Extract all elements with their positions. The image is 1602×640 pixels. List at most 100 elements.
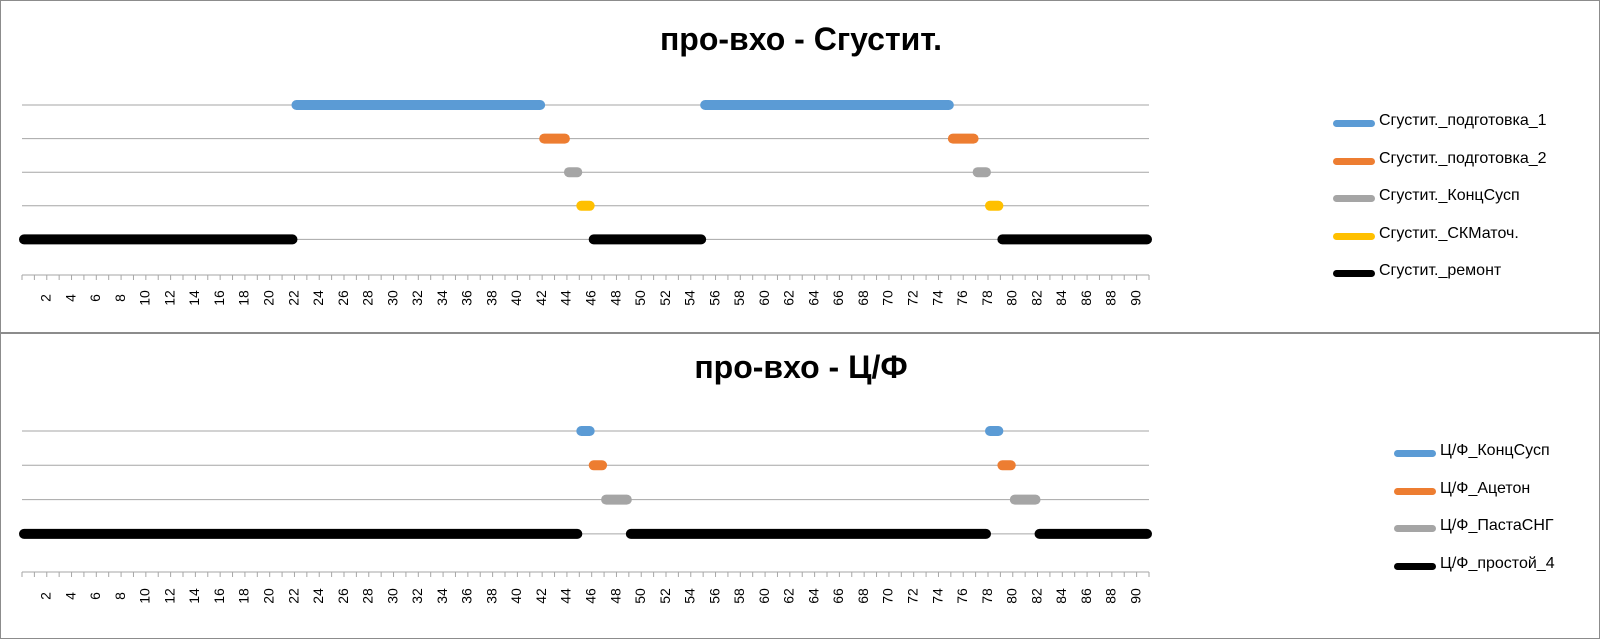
x-tick-label: 34	[434, 290, 450, 306]
x-tick-label: 46	[583, 290, 599, 306]
x-tick-label: 24	[310, 588, 326, 604]
x-tick-label: 78	[979, 290, 995, 306]
legend-label: Ц/Ф_Ацетон	[1440, 479, 1531, 497]
legend-swatch	[1333, 270, 1375, 277]
x-tick-label: 74	[929, 290, 945, 306]
x-tick-label: 28	[360, 290, 376, 306]
x-tick-label: 48	[607, 588, 623, 604]
x-tick-label: 34	[434, 588, 450, 604]
legend-swatch	[1333, 232, 1375, 240]
x-tick-label: 14	[186, 290, 202, 306]
x-tick-label: 84	[1053, 588, 1069, 604]
x-tick-label: 90	[1127, 588, 1143, 604]
x-tick-label: 54	[682, 588, 698, 604]
x-tick-label: 68	[855, 588, 871, 604]
x-tick-label: 70	[880, 588, 896, 604]
legend-swatch	[1394, 562, 1436, 570]
legend-swatch	[1333, 120, 1375, 127]
x-tick-label: 82	[1028, 290, 1044, 306]
x-tick-label: 6	[87, 592, 103, 600]
x-tick-label: 42	[533, 290, 549, 306]
x-tick-label: 64	[805, 290, 821, 306]
x-tick-label: 40	[508, 290, 524, 306]
x-tick-label: 26	[335, 588, 351, 604]
x-tick-label: 76	[954, 588, 970, 604]
x-tick-label: 50	[632, 290, 648, 306]
x-tick-label: 60	[756, 290, 772, 306]
x-tick-label: 82	[1028, 588, 1044, 604]
x-tick-label: 64	[805, 588, 821, 604]
x-tick-label: 88	[1103, 588, 1119, 604]
legend-swatch	[1394, 450, 1436, 457]
x-tick-label: 40	[508, 588, 524, 604]
x-tick-label: 36	[459, 588, 475, 604]
x-tick-label: 4	[62, 294, 78, 302]
x-tick-label: 50	[632, 588, 648, 604]
x-tick-label: 80	[1004, 290, 1020, 306]
x-tick-label: 84	[1053, 290, 1069, 306]
x-tick-label: 14	[186, 588, 202, 604]
x-tick-label: 44	[558, 588, 574, 604]
x-tick-label: 2	[38, 592, 54, 600]
x-tick-label: 32	[409, 290, 425, 306]
legend-label: Сгустит._СКМаточ.	[1379, 224, 1519, 242]
x-tick-label: 74	[929, 588, 945, 604]
x-tick-label: 90	[1127, 290, 1143, 306]
chart-panel-sgustit: про-вхо - Сгустит. 2 4 6 8 10 12 14 16 18 20 22 24 2…	[0, 0, 1600, 333]
x-tick-label: 86	[1078, 290, 1094, 306]
x-tick-label: 2	[38, 294, 54, 302]
x-tick-label: 18	[236, 588, 252, 604]
legend-swatch	[1394, 487, 1436, 495]
chart-panel-cf: про-вхо - Ц/Ф 2 4 6 8 10 12 14 16 18 20 22 24 26 28 30…	[0, 333, 1600, 639]
legend-label: Сгустит._подготовка_2	[1379, 149, 1547, 167]
x-tick-label: 8	[112, 294, 128, 302]
legend-label: Ц/Ф_ПастаСНГ	[1440, 517, 1554, 534]
legend-label: Сгустит._подготовка_1	[1379, 112, 1547, 129]
x-tick-label: 72	[905, 290, 921, 306]
x-tick-label: 56	[706, 290, 722, 306]
x-tick-label: 86	[1078, 588, 1094, 604]
x-tick-label: 36	[459, 290, 475, 306]
x-tick-label: 32	[409, 588, 425, 604]
gantt-plot: 2 4 6 8 10 12 14 16 18 20 22 24 26 28 30 32 34 36 38 40 42 44…	[19, 100, 1152, 306]
x-tick-label: 26	[335, 290, 351, 306]
x-tick-label: 68	[855, 290, 871, 306]
x-tick-label: 38	[483, 588, 499, 604]
x-tick-label: 52	[657, 290, 673, 306]
x-tick-label: 10	[137, 588, 153, 604]
legend-label: Ц/Ф_простой_4	[1440, 554, 1555, 572]
chart-title: про-вхо - Ц/Ф	[694, 349, 908, 385]
x-tick-label: 8	[112, 592, 128, 600]
x-tick-label: 52	[657, 588, 673, 604]
x-tick-label: 66	[830, 290, 846, 306]
x-tick-label: 20	[261, 290, 277, 306]
x-tick-label: 12	[161, 290, 177, 306]
x-tick-label: 62	[781, 588, 797, 604]
legend-swatch	[1333, 157, 1375, 165]
x-tick-label: 18	[236, 290, 252, 306]
legend-swatch	[1394, 525, 1436, 532]
x-tick-label: 78	[979, 588, 995, 604]
x-tick-label: 28	[360, 588, 376, 604]
x-tick-label: 38	[483, 290, 499, 306]
x-tick-label: 42	[533, 588, 549, 604]
legend-label: Сгустит._ремонт	[1379, 262, 1502, 279]
x-tick-label: 16	[211, 588, 227, 604]
x-tick-label: 58	[731, 588, 747, 604]
x-tick-label: 60	[756, 588, 772, 604]
x-tick-label: 24	[310, 290, 326, 306]
x-tick-label: 30	[384, 588, 400, 604]
x-tick-label: 56	[706, 588, 722, 604]
legend-swatch	[1333, 195, 1375, 202]
x-tick-label: 22	[285, 588, 301, 604]
x-tick-label: 16	[211, 290, 227, 306]
x-tick-label: 72	[905, 588, 921, 604]
x-tick-label: 6	[87, 294, 103, 302]
x-tick-label: 12	[161, 588, 177, 604]
x-tick-label: 58	[731, 290, 747, 306]
x-tick-label: 88	[1103, 290, 1119, 306]
x-tick-label: 30	[384, 290, 400, 306]
x-tick-label: 80	[1004, 588, 1020, 604]
x-tick-label: 10	[137, 290, 153, 306]
x-tick-label: 20	[261, 588, 277, 604]
